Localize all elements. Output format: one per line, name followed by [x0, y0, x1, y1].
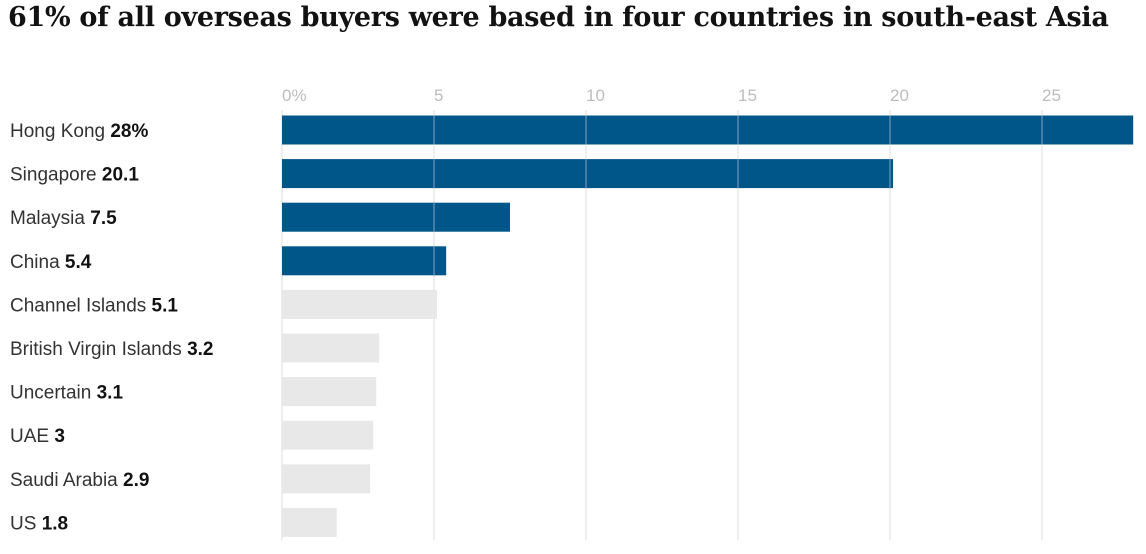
bar-us [282, 507, 337, 537]
category-label: US 1.8 [10, 513, 68, 534]
category-name: Uncertain [10, 383, 97, 404]
x-tick-label: 25 [1042, 86, 1061, 105]
value-label: 7.5 [90, 208, 117, 229]
x-tick-label: 0% [282, 86, 307, 105]
value-label: 2.9 [123, 470, 149, 491]
category-name: US [10, 513, 42, 534]
category-label: UAE 3 [10, 426, 65, 447]
bar-saudi-arabia [282, 464, 371, 494]
value-label: 3.2 [187, 339, 213, 360]
category-name: Malaysia [10, 208, 90, 229]
bar-uncertain [282, 377, 377, 407]
category-label: Hong Kong 28% [10, 121, 148, 142]
category-label: Saudi Arabia 2.9 [10, 470, 149, 491]
bar-china [282, 246, 447, 276]
x-tick-label: 10 [586, 86, 605, 105]
bar-hong-kong [282, 115, 1134, 145]
category-label: Uncertain 3.1 [10, 383, 123, 404]
x-tick-label: 15 [738, 86, 757, 105]
category-labels: Hong Kong 28% Singapore 20.1 Malaysia 7.5 C… [10, 121, 213, 534]
category-name: British Virgin Islands [10, 339, 187, 360]
bars [282, 115, 1134, 537]
category-name: UAE [10, 426, 54, 447]
chart-title: 61% of all overseas buyers were based in… [8, 2, 1109, 33]
category-label: Singapore 20.1 [10, 165, 139, 186]
x-axis-ticks: 0% 5 10 15 20 25 [282, 86, 1061, 105]
x-tick-label: 5 [434, 86, 443, 105]
x-tick-label: 20 [890, 86, 909, 105]
category-name: Channel Islands [10, 295, 152, 316]
bar-uae [282, 420, 374, 450]
value-label: 5.4 [65, 252, 92, 273]
value-label: 5.1 [152, 295, 179, 316]
category-label: British Virgin Islands 3.2 [10, 339, 213, 360]
bar-malaysia [282, 202, 510, 232]
value-label: 20.1 [102, 165, 139, 186]
value-label: 28% [110, 121, 148, 142]
value-label: 3.1 [97, 383, 124, 404]
value-label: 3 [54, 426, 65, 447]
bar-british-virgin-islands [282, 333, 380, 363]
category-label: China 5.4 [10, 252, 92, 273]
category-label: Channel Islands 5.1 [10, 295, 178, 316]
category-name: Singapore [10, 165, 102, 186]
value-label: 1.8 [42, 513, 68, 534]
category-label: Malaysia 7.5 [10, 208, 117, 229]
gridline-overlay [433, 115, 1043, 276]
category-name: China [10, 252, 65, 273]
bar-singapore [282, 159, 894, 189]
category-name: Saudi Arabia [10, 470, 123, 491]
category-name: Hong Kong [10, 121, 110, 142]
bar-channel-islands [282, 289, 438, 319]
